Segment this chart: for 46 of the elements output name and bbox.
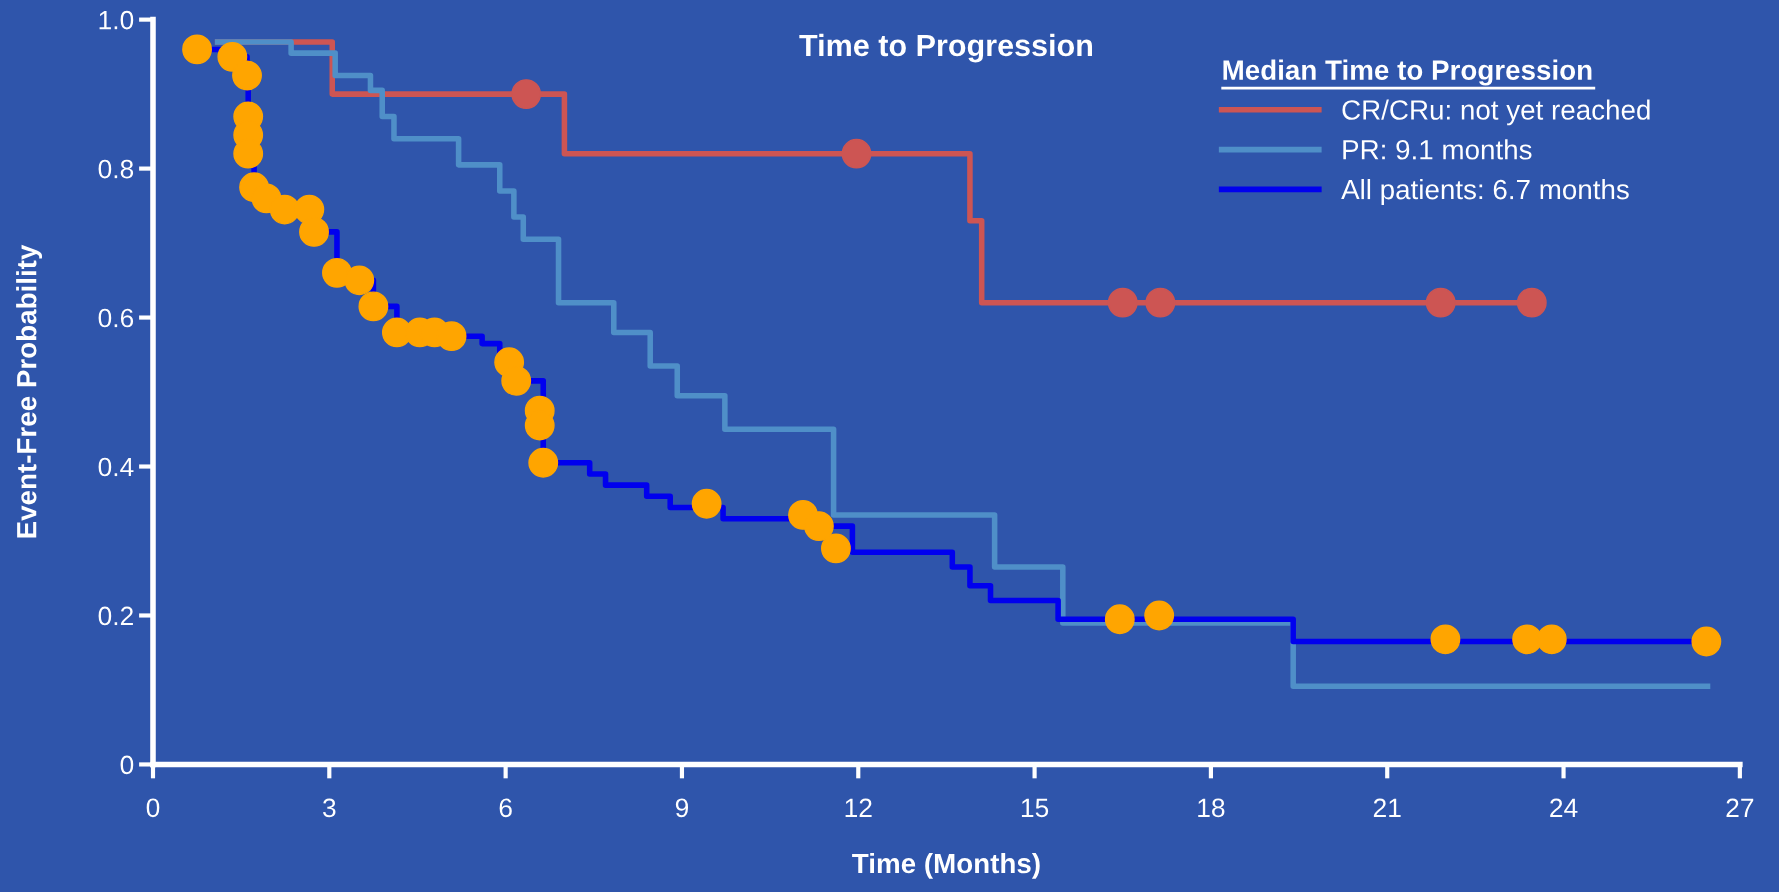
y-axis-title: Event-Free Probability bbox=[16, 244, 43, 538]
point bbox=[1107, 287, 1138, 318]
x-tick-label: 6 bbox=[499, 798, 512, 818]
point bbox=[821, 533, 851, 564]
legend-title: Median Time to Progression bbox=[1223, 59, 1592, 86]
legend-label: CR/CRu: not yet reached bbox=[1342, 99, 1650, 126]
point bbox=[299, 216, 329, 247]
y-tick-label: 1.0 bbox=[99, 10, 134, 30]
point bbox=[358, 291, 389, 322]
y-tick-label: 0.8 bbox=[98, 159, 134, 179]
x-tick-label: 0 bbox=[146, 798, 160, 818]
point bbox=[344, 265, 375, 296]
y-tick-label: 0 bbox=[120, 755, 134, 775]
point bbox=[528, 447, 559, 478]
point bbox=[1104, 604, 1135, 635]
y-tick-label: 0.2 bbox=[98, 606, 133, 626]
point bbox=[1144, 600, 1175, 631]
legend-label: PR: 9.1 months bbox=[1343, 139, 1532, 160]
legend-label: All patients: 6.7 months bbox=[1341, 178, 1629, 205]
point bbox=[1145, 287, 1176, 318]
point bbox=[1425, 287, 1456, 318]
point bbox=[269, 194, 300, 225]
point bbox=[501, 365, 532, 396]
chart-title: Time to Progression bbox=[799, 33, 1092, 63]
point bbox=[1516, 287, 1547, 318]
x-tick-label: 27 bbox=[1726, 798, 1754, 817]
point bbox=[1430, 624, 1461, 655]
x-tick-label: 12 bbox=[845, 798, 872, 817]
point bbox=[232, 60, 262, 91]
point bbox=[803, 511, 834, 542]
point bbox=[1691, 626, 1722, 657]
x-tick-label: 9 bbox=[675, 798, 689, 818]
x-tick-label: 21 bbox=[1373, 798, 1401, 817]
x-tick-label: 3 bbox=[322, 798, 336, 818]
point bbox=[182, 34, 213, 65]
point bbox=[217, 41, 248, 72]
x-tick-label: 18 bbox=[1198, 798, 1225, 818]
x-tick-label: 24 bbox=[1550, 798, 1578, 817]
y-tick-label: 0.4 bbox=[98, 457, 134, 477]
x-tick-label: 15 bbox=[1021, 798, 1049, 818]
x-axis-title: Time (Months) bbox=[852, 852, 1040, 879]
point bbox=[691, 488, 722, 519]
point bbox=[841, 138, 872, 169]
point bbox=[1536, 624, 1567, 655]
y-tick-label: 0.6 bbox=[98, 308, 134, 328]
point bbox=[511, 79, 542, 110]
